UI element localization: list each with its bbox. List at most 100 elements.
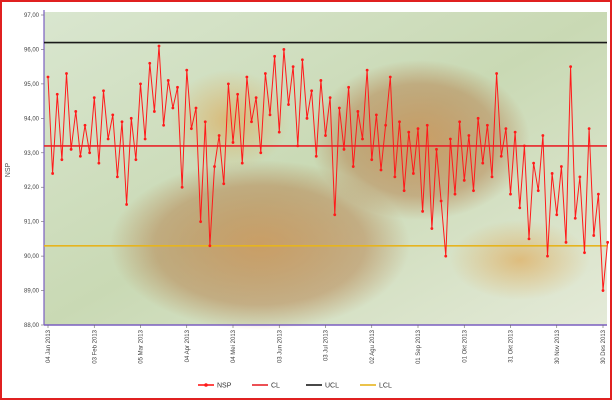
legend-label: LCL (379, 383, 392, 390)
data-point (375, 113, 378, 116)
data-point (366, 69, 369, 72)
data-point (315, 155, 318, 158)
data-point (269, 113, 272, 116)
data-point (301, 58, 304, 61)
data-point (509, 193, 512, 196)
data-point (472, 189, 475, 192)
data-point (602, 289, 605, 292)
data-point (236, 93, 239, 96)
data-point (407, 131, 410, 134)
data-point (380, 169, 383, 172)
data-point (185, 69, 188, 72)
x-tick-label: 05 Mar 2013 (139, 329, 145, 363)
y-tick-label: 95,00 (24, 82, 40, 88)
data-point (458, 120, 461, 123)
data-point (125, 203, 128, 206)
data-point (500, 155, 503, 158)
data-point (153, 110, 156, 113)
data-point (116, 175, 119, 178)
data-point (356, 110, 359, 113)
data-point (319, 79, 322, 82)
data-point (171, 107, 174, 110)
x-tick-label: 03 Feb 2013 (92, 329, 98, 363)
data-point (292, 65, 295, 68)
data-point (51, 172, 54, 175)
y-tick-label: 96,00 (24, 47, 40, 53)
data-point (74, 110, 77, 113)
data-point (518, 206, 521, 209)
data-point (361, 138, 364, 141)
data-point (352, 165, 355, 168)
data-point (111, 113, 114, 116)
legend-label: UCL (325, 383, 339, 390)
data-point (278, 131, 281, 134)
data-point (495, 72, 498, 75)
data-point (259, 151, 262, 154)
data-point (370, 158, 373, 161)
data-point (347, 86, 350, 89)
data-point (102, 89, 105, 92)
data-point (541, 134, 544, 137)
data-point (389, 76, 392, 79)
data-point (107, 138, 110, 141)
data-point (245, 76, 248, 79)
data-point (296, 144, 299, 147)
data-point (403, 189, 406, 192)
data-point (255, 96, 258, 99)
data-point (208, 244, 211, 247)
data-point (421, 210, 424, 213)
data-point (199, 220, 202, 223)
chart: NSP 88,0089,0090,0091,0092,0093,0094,009… (0, 0, 612, 400)
data-point (454, 193, 457, 196)
data-point (176, 86, 179, 89)
data-point (181, 186, 184, 189)
data-point (139, 82, 142, 85)
data-point (444, 255, 447, 258)
data-point (491, 175, 494, 178)
data-point (93, 96, 96, 99)
data-point (546, 255, 549, 258)
data-point (537, 189, 540, 192)
y-axis-title: NSP (5, 162, 12, 177)
data-point (47, 76, 50, 79)
data-point (551, 172, 554, 175)
legend-label: NSP (217, 383, 232, 390)
data-point (56, 93, 59, 96)
y-tick-label: 97,00 (24, 13, 40, 19)
x-tick-label: 04 Apr 2013 (185, 329, 191, 362)
x-tick-label: 01 Sep 2013 (416, 329, 422, 364)
y-tick-label: 88,00 (24, 323, 40, 329)
data-point (565, 241, 568, 244)
data-point (583, 251, 586, 254)
data-point (597, 193, 600, 196)
data-point (578, 175, 581, 178)
data-point (477, 117, 480, 120)
data-point (84, 124, 87, 127)
data-point (218, 134, 221, 137)
data-point (426, 124, 429, 127)
data-point (287, 103, 290, 106)
data-point (227, 82, 230, 85)
x-tick-label: 03 Jun 2013 (277, 329, 283, 363)
data-point (384, 124, 387, 127)
data-point (232, 141, 235, 144)
data-point (574, 217, 577, 220)
x-tick-label: 04 Jan 2013 (46, 329, 52, 363)
data-point (121, 120, 124, 123)
y-tick-label: 93,00 (24, 151, 40, 157)
data-point (560, 165, 563, 168)
data-point (417, 127, 420, 130)
data-point (70, 148, 73, 151)
data-point (338, 107, 341, 110)
data-point (222, 182, 225, 185)
data-point (467, 134, 470, 137)
data-point (393, 175, 396, 178)
data-point (250, 120, 253, 123)
data-point (486, 124, 489, 127)
data-point (440, 200, 443, 203)
data-point (167, 79, 170, 82)
y-tick-label: 92,00 (24, 185, 40, 191)
data-point (134, 158, 137, 161)
data-point (88, 151, 91, 154)
data-point (241, 162, 244, 165)
